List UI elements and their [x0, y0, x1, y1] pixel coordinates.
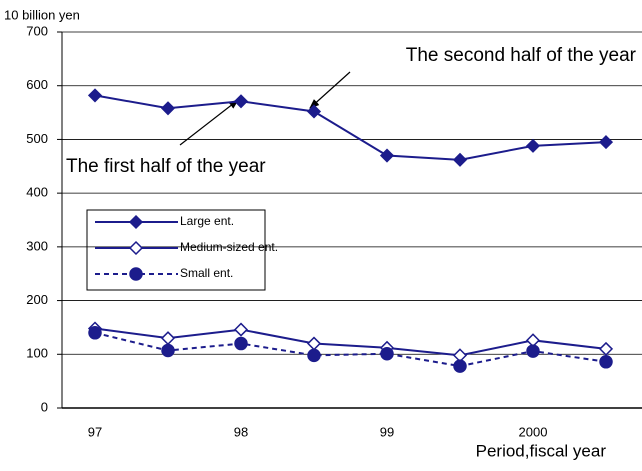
x-tick-label: 2000	[519, 424, 548, 439]
marker	[160, 101, 176, 116]
y-tick-label: 200	[26, 292, 48, 307]
marker	[380, 346, 394, 361]
marker	[88, 326, 102, 340]
annotation: The first half of the year	[66, 156, 266, 177]
marker	[379, 148, 395, 163]
x-tick-label: 99	[380, 424, 394, 439]
series-line	[94, 327, 607, 357]
marker	[598, 341, 614, 356]
marker	[526, 344, 540, 358]
marker	[161, 343, 175, 358]
legend-label: Small ent.	[180, 266, 233, 280]
marker	[306, 336, 322, 351]
x-tick-label: 98	[234, 424, 248, 439]
annotation: The second half of the year	[406, 45, 637, 66]
y-tick-label: 500	[26, 131, 48, 146]
y-tick-label: 400	[26, 185, 48, 200]
x-axis-label: Period,fiscal year	[476, 441, 607, 460]
marker	[129, 267, 143, 281]
y-axis-label: 10 billion yen	[4, 7, 80, 22]
y-tick-label: 0	[41, 399, 48, 414]
marker	[453, 359, 467, 373]
y-tick-label: 300	[26, 238, 48, 253]
legend-label: Large ent.	[180, 214, 234, 228]
marker	[160, 331, 176, 346]
annotation-arrow	[309, 71, 351, 109]
marker	[599, 355, 613, 369]
marker	[87, 88, 103, 103]
x-tick-label: 97	[88, 424, 102, 439]
series-line	[94, 94, 607, 161]
y-tick-label: 100	[26, 346, 48, 361]
marker	[233, 94, 249, 109]
marker	[234, 336, 248, 351]
marker	[128, 214, 144, 230]
annotation-arrow	[179, 99, 239, 146]
marker	[306, 104, 322, 119]
marker	[307, 348, 321, 363]
marker	[128, 240, 144, 256]
y-tick-label: 600	[26, 77, 48, 92]
y-tick-label: 700	[26, 23, 48, 38]
marker	[233, 322, 249, 337]
marker	[452, 152, 468, 167]
marker	[598, 135, 614, 150]
marker	[525, 138, 541, 153]
legend	[86, 209, 266, 291]
legend-label: Medium-sized ent.	[180, 240, 278, 254]
